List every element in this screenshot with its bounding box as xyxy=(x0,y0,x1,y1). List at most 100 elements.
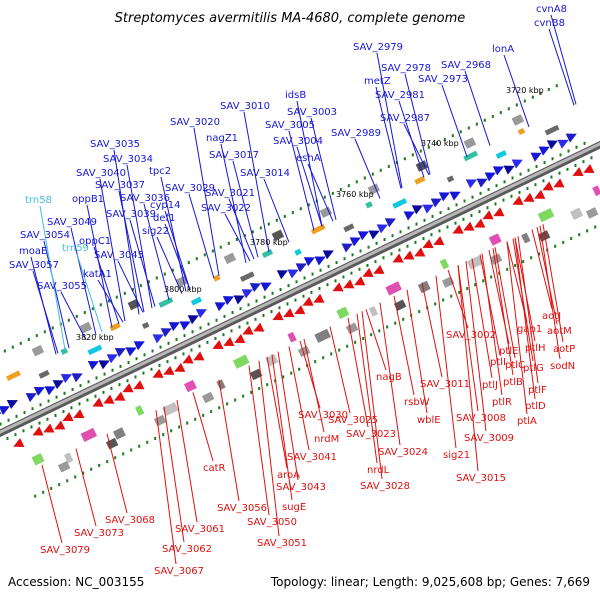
feature-block xyxy=(570,207,584,220)
reverse-gene-label: SAV_3011 xyxy=(420,379,470,390)
forward-gene-label: SAV_3034 xyxy=(103,154,153,165)
reverse-gene-label: nagB xyxy=(376,372,402,383)
forward-gene-leader-line xyxy=(288,130,315,231)
forward-gene-label: def1 xyxy=(153,213,175,224)
tick-mark xyxy=(202,413,205,417)
feature-block xyxy=(223,252,237,265)
reverse-gene-leader-line xyxy=(347,317,369,428)
forward-gene-label: SAV_3014 xyxy=(240,168,290,179)
gene-arrow xyxy=(484,172,496,182)
tick-mark xyxy=(526,187,529,191)
forward-gene-label: idsB xyxy=(285,90,306,101)
reverse-gene-leader-line xyxy=(379,302,401,446)
forward-gene-leader-line xyxy=(97,279,124,323)
tick-mark xyxy=(71,387,74,391)
tick-mark xyxy=(366,263,369,267)
tick-mark xyxy=(491,114,494,118)
tick-mark xyxy=(58,483,61,487)
tick-mark xyxy=(79,384,82,388)
tick-mark xyxy=(35,334,38,338)
gene-arrow xyxy=(195,309,207,319)
feature-block xyxy=(466,255,484,270)
tick-mark xyxy=(259,226,262,230)
tick-mark xyxy=(62,410,65,414)
reverse-gene-leader-line xyxy=(163,406,185,543)
reverse-gene-leader-line xyxy=(75,448,97,527)
tick-mark xyxy=(19,341,22,345)
reverse-gene-label: ptlF xyxy=(528,385,547,396)
tick-mark xyxy=(47,399,50,403)
forward-gene-leader-line xyxy=(118,190,145,313)
gene-arrow xyxy=(313,293,325,303)
gene-arrow xyxy=(341,243,353,253)
tick-mark xyxy=(167,341,170,345)
feature-block xyxy=(271,229,285,242)
tick-mark xyxy=(207,322,210,326)
feature-block xyxy=(489,253,503,265)
reverse-gene-leader-line xyxy=(288,346,310,451)
tick-mark xyxy=(495,184,498,188)
reverse-gene-leader-line xyxy=(218,379,240,502)
tick-mark xyxy=(590,156,593,160)
tick-mark xyxy=(150,367,153,371)
tick-mark xyxy=(214,337,217,341)
forward-gene-label: SAV_2979 xyxy=(353,42,403,53)
tick-mark xyxy=(126,379,129,383)
gene-arrow xyxy=(222,296,234,306)
tick-mark xyxy=(66,479,69,483)
reverse-gene-leader-line xyxy=(435,275,457,449)
accession-label: Accession: NC_003155 xyxy=(8,575,144,589)
gene-arrow xyxy=(193,351,205,361)
gene-arrow xyxy=(422,239,434,249)
tick-mark xyxy=(326,283,329,287)
gene-arrow xyxy=(163,365,175,375)
rna-gene-label: trn58 xyxy=(25,195,52,206)
reverse-gene-label: ptlJ xyxy=(482,380,498,391)
forward-gene-label: SAV_3055 xyxy=(37,281,87,292)
reverse-gene-leader-line xyxy=(406,289,428,414)
feature-block xyxy=(365,201,373,209)
reverse-gene-label: ptlE xyxy=(499,346,518,357)
tick-mark xyxy=(422,237,425,241)
forward-gene-leader-line xyxy=(164,223,191,291)
reverse-gene-label: sig21 xyxy=(443,450,470,461)
tick-mark xyxy=(347,184,350,188)
reverse-gene-label: SAV_3056 xyxy=(217,503,267,514)
tick-mark xyxy=(430,233,433,237)
tick-mark xyxy=(470,213,473,217)
tick-mark xyxy=(111,368,114,372)
forward-gene-leader-line xyxy=(86,204,113,328)
feature-block xyxy=(201,391,215,404)
tick-mark xyxy=(322,356,325,360)
gene-arrow xyxy=(44,386,56,396)
forward-gene-label: metZ xyxy=(364,76,391,87)
gene-arrow xyxy=(73,409,85,419)
forward-gene-leader-line xyxy=(228,198,255,260)
gene-arrow xyxy=(463,221,475,231)
feature-block xyxy=(190,296,203,306)
reverse-gene-leader-line xyxy=(531,229,553,310)
tick-mark xyxy=(262,313,265,317)
tick-mark xyxy=(435,141,438,145)
gene-arrow xyxy=(87,361,99,371)
tick-mark xyxy=(362,337,365,341)
gene-arrow xyxy=(452,224,464,234)
forward-gene-label: eshA xyxy=(296,153,321,164)
forward-gene-leader-line xyxy=(263,178,290,243)
tick-mark xyxy=(454,221,457,225)
tick-mark xyxy=(46,417,49,421)
tick-mark xyxy=(178,425,181,429)
tick-mark xyxy=(163,272,166,276)
tick-mark xyxy=(282,375,285,379)
gene-arrow xyxy=(357,231,369,241)
feature-block xyxy=(80,427,98,442)
tick-mark xyxy=(287,284,290,288)
tick-mark xyxy=(243,234,246,238)
reverse-gene-label: SAV_3061 xyxy=(175,524,225,535)
gene-arrow xyxy=(322,250,334,260)
reverse-gene-label: ptlG xyxy=(523,363,544,374)
tick-mark xyxy=(335,261,338,265)
forward-gene-leader-line xyxy=(129,219,156,307)
